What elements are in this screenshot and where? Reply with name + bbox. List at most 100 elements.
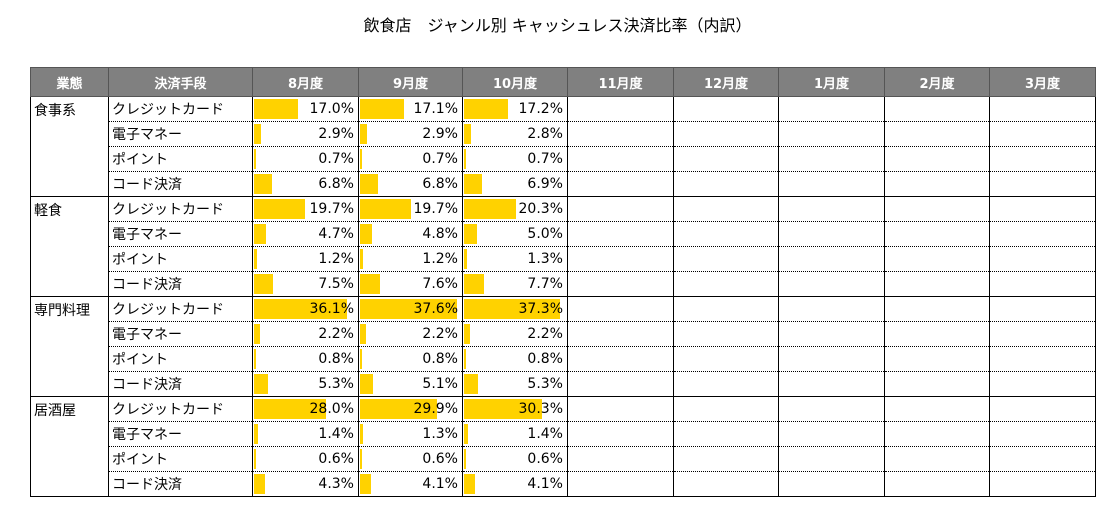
method: クレジットカード: [108, 96, 253, 122]
method: コード決済: [108, 171, 253, 197]
value-label: 0.6%: [527, 451, 563, 467]
value-label: 1.3%: [527, 251, 563, 267]
data-bar: [464, 99, 509, 119]
column-header: 1月度: [778, 67, 885, 97]
value-label: 0.7%: [318, 151, 354, 167]
cell: [778, 196, 885, 222]
data-bar: [254, 249, 258, 269]
table: 業態 決済手段 8月度 9月度 10月度 11月度 12月度 1月度 2月度 3月度 食事系 クレジッ…: [30, 67, 1096, 497]
row: コード決済 4.3% 4.1% 4.1%: [31, 471, 1096, 497]
cell: [567, 96, 674, 122]
row: ポイント 0.7% 0.7% 0.7%: [31, 146, 1096, 172]
cell: [884, 446, 990, 472]
cell: 19.7%: [358, 196, 463, 222]
column-header: 9月度: [358, 67, 463, 97]
value-label: 0.6%: [422, 451, 458, 467]
cell: 1.2%: [358, 246, 463, 272]
data-bar: [254, 174, 272, 194]
data-bar: [360, 274, 380, 294]
value-label: 2.2%: [318, 326, 354, 342]
cell: 1.3%: [462, 246, 568, 272]
cell: [989, 471, 1096, 497]
cell: 20.3%: [462, 196, 568, 222]
data-bar: [254, 399, 327, 419]
cell: 0.6%: [462, 446, 568, 472]
cell: [989, 96, 1096, 122]
value-label: 1.3%: [422, 426, 458, 442]
value-label: 4.3%: [318, 476, 354, 492]
cell: [989, 271, 1096, 297]
cell: [884, 396, 990, 422]
data-bar: [464, 399, 543, 419]
cell: [884, 96, 990, 122]
data-bar: [254, 324, 260, 344]
cell: 2.2%: [252, 321, 359, 347]
cell: 4.7%: [252, 221, 359, 247]
cell: [567, 471, 674, 497]
header-row: 業態 決済手段 8月度 9月度 10月度 11月度 12月度 1月度 2月度 3月度: [30, 67, 1096, 97]
cell: 7.7%: [462, 271, 568, 297]
group-name: 軽食: [30, 196, 109, 297]
method: ポイント: [108, 346, 253, 372]
data-bar: [464, 274, 484, 294]
column-header: 12月度: [673, 67, 779, 97]
row: 居酒屋 クレジットカード 28.0% 29.9% 30.3%: [30, 396, 1096, 497]
method: 電子マネー: [108, 421, 253, 447]
column-header: 決済手段: [108, 67, 253, 97]
data-bar: [254, 99, 298, 119]
cell: [989, 321, 1096, 347]
data-bar: [464, 149, 466, 169]
cell: [673, 271, 779, 297]
cell: 36.1%: [252, 296, 359, 322]
cell: [884, 196, 990, 222]
method: 電子マネー: [108, 221, 253, 247]
cell: 0.7%: [252, 146, 359, 172]
method: ポイント: [108, 246, 253, 272]
value-label: 37.3%: [518, 301, 563, 317]
value-label: 29.9%: [413, 401, 458, 417]
cell: [567, 421, 674, 447]
value-label: 37.6%: [413, 301, 458, 317]
value-label: 0.8%: [318, 351, 354, 367]
cell: 4.1%: [462, 471, 568, 497]
method: ポイント: [108, 146, 253, 172]
row: 軽食 クレジットカード 19.7% 19.7% 20.3%: [30, 196, 1096, 297]
cell: [884, 146, 990, 172]
group-name: 食事系: [30, 96, 109, 197]
cell: 6.9%: [462, 171, 568, 197]
cell: 1.4%: [252, 421, 359, 447]
cell: 0.8%: [462, 346, 568, 372]
cell: [567, 321, 674, 347]
cell: [673, 396, 779, 422]
cell: [778, 371, 885, 397]
data-bar: [464, 449, 466, 469]
data-bar: [360, 374, 374, 394]
cell: [567, 271, 674, 297]
cell: [673, 321, 779, 347]
cell: 5.1%: [358, 371, 463, 397]
data-bar: [360, 199, 411, 219]
cell: [778, 346, 885, 372]
value-label: 19.7%: [413, 201, 458, 217]
cell: 37.6%: [358, 296, 463, 322]
data-bar: [464, 124, 472, 144]
row: コード決済 7.5% 7.6% 7.7%: [31, 271, 1096, 297]
cell: [673, 121, 779, 147]
cell: [778, 221, 885, 247]
value-label: 17.2%: [518, 101, 563, 117]
cell: [778, 421, 885, 447]
data-bar: [360, 299, 457, 319]
cell: 1.4%: [462, 421, 568, 447]
value-label: 5.3%: [527, 376, 563, 392]
cell: [673, 371, 779, 397]
data-bar: [464, 299, 561, 319]
group-name: 居酒屋: [30, 396, 109, 497]
data-bar: [464, 424, 468, 444]
value-label: 0.8%: [527, 351, 563, 367]
method: 電子マネー: [108, 121, 253, 147]
cell: 2.2%: [358, 321, 463, 347]
data-bar: [464, 474, 475, 494]
row: 電子マネー 2.9% 2.9% 2.8%: [31, 121, 1096, 147]
cell: [989, 196, 1096, 222]
cell: [989, 371, 1096, 397]
